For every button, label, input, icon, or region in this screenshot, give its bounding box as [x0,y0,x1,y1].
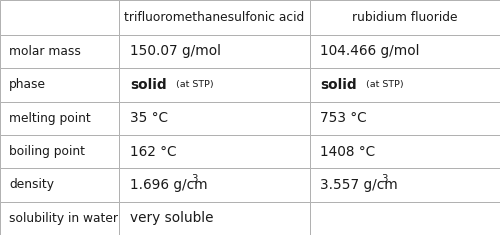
Text: 753 °C: 753 °C [320,111,367,125]
Text: density: density [9,178,54,192]
Text: very soluble: very soluble [130,211,214,225]
Bar [310,135,500,168]
Bar [119,135,310,168]
Bar [0,35,119,68]
Text: trifluoromethanesulfonic acid: trifluoromethanesulfonic acid [124,11,304,24]
Text: melting point: melting point [9,112,91,125]
Text: molar mass: molar mass [9,45,81,58]
Bar [119,102,310,135]
Text: (at STP): (at STP) [172,80,213,89]
Text: 150.07 g/mol: 150.07 g/mol [130,44,221,59]
Bar [310,0,500,35]
Text: 104.466 g/mol: 104.466 g/mol [320,44,420,59]
Bar [310,168,500,202]
Bar [119,0,310,35]
Bar [310,102,500,135]
Bar [119,68,310,102]
Bar [119,168,310,202]
Bar [310,68,500,102]
Text: 1.696 g/cm: 1.696 g/cm [130,178,208,192]
Bar [0,135,119,168]
Text: 35 °C: 35 °C [130,111,168,125]
Text: 1408 °C: 1408 °C [320,145,376,159]
Bar [0,168,119,202]
Bar [0,68,119,102]
Text: 3: 3 [191,174,198,184]
Text: 3: 3 [382,174,388,184]
Text: solid: solid [320,78,357,92]
Text: 162 °C: 162 °C [130,145,176,159]
Text: 3.557 g/cm: 3.557 g/cm [320,178,398,192]
Bar [0,0,119,35]
Text: rubidium fluoride: rubidium fluoride [352,11,458,24]
Bar [0,202,119,235]
Bar [119,202,310,235]
Text: solubility in water: solubility in water [9,212,118,225]
Text: phase: phase [9,78,46,91]
Bar [119,35,310,68]
Bar [310,35,500,68]
Text: solid: solid [130,78,166,92]
Bar [0,102,119,135]
Text: boiling point: boiling point [9,145,85,158]
Bar [310,202,500,235]
Text: (at STP): (at STP) [363,80,404,89]
